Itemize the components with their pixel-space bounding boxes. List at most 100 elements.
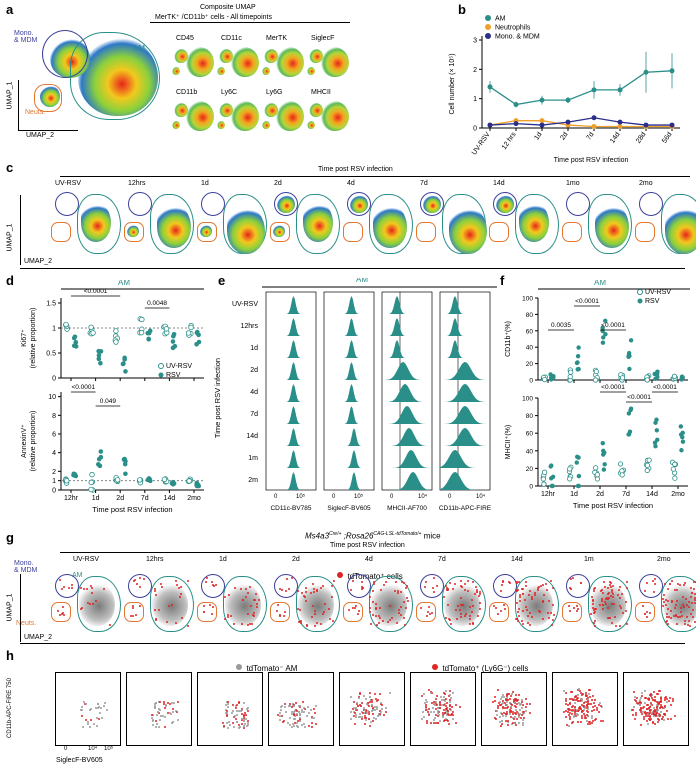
g-tdtomato-point (62, 586, 65, 589)
h-tdtomato-neg-point (236, 709, 239, 712)
h-tdtomato-pos-point (585, 701, 588, 704)
g-density-0 (79, 582, 115, 626)
h-tdtomato-pos-point (648, 697, 651, 700)
h-tdtomato-neg-point (364, 719, 367, 722)
h-tdtomato-pos-point (592, 701, 595, 704)
h-tdtomato-pos-point (447, 710, 450, 713)
g-tdtomato-point (213, 584, 216, 587)
g-tdtomato-point (580, 582, 583, 585)
h-tdtomato-neg-point (98, 711, 101, 714)
g-tdtomato-point (373, 582, 375, 585)
h-tdtomato-neg-point (289, 716, 292, 719)
e-row-label: UV-RSV (232, 301, 258, 308)
g-tdtomato-point (139, 585, 142, 588)
g-gate-mono-6 (493, 574, 517, 598)
h-scatter-5 (410, 672, 476, 746)
b-xtick-label: UV-RSV (471, 131, 492, 157)
g-tdtomato-point (550, 624, 553, 627)
g-tdtomato-point (283, 611, 286, 614)
panel-f-label: f (500, 273, 505, 288)
g-tdtomato-point (297, 589, 299, 592)
g-tdtomato-point (360, 586, 363, 589)
d-point-rsv (122, 461, 128, 467)
h-tdtomato-pos-point (450, 712, 453, 715)
f-point-rsv (601, 452, 606, 457)
g-tdtomato-point (224, 618, 227, 621)
h-tdtomato-pos-point (425, 709, 428, 712)
h-tdtomato-neg-point (158, 709, 161, 712)
b-point-0-7 (669, 68, 675, 74)
f-ytick-label: 100 (522, 396, 533, 403)
h-tdtomato-neg-point (362, 707, 365, 710)
h-tdtomato-neg-point (355, 713, 358, 716)
h-tdtomato-pos-point (592, 719, 595, 722)
h-tdtomato-neg-point (443, 695, 446, 698)
h-tdtomato-pos-point (449, 708, 451, 711)
h-tdtomato-pos-point (591, 722, 594, 725)
h-tdtomato-pos-point (587, 710, 590, 713)
g-tdtomato-point (89, 603, 92, 606)
g-tdtomato-point (518, 580, 521, 583)
g-tdtomato-point (607, 617, 610, 620)
h-tdtomato-pos-point (315, 723, 318, 726)
h-tdtomato-pos-point (247, 720, 250, 723)
h-tdtomato-pos-point (312, 708, 315, 711)
d-point-uv (163, 326, 170, 332)
g-tdtomato-point (602, 604, 605, 607)
g-tdtomato-point (354, 605, 357, 608)
c-gate-neut-6 (489, 222, 509, 242)
h-tdtomato-neg-point (232, 710, 235, 713)
g-tdtomato-point (691, 602, 693, 605)
g-tdtomato-point (283, 614, 286, 617)
h-tdtomato-pos-point (655, 714, 658, 717)
h-tdtomato-neg-point (513, 716, 516, 719)
h-tdtomato-neg-point (87, 722, 90, 725)
c-timepoint-3: 2d (274, 180, 282, 187)
h-tdtomato-neg-point (501, 696, 504, 699)
marker-umap-1 (217, 45, 259, 81)
h-tdtomato-neg-point (293, 711, 296, 714)
h-tdtomato-pos-point (528, 712, 531, 715)
h-tdtomato-pos-point (577, 697, 580, 700)
h-tdtomato-pos-point (426, 719, 429, 722)
h-tdtomato-pos-point (654, 699, 657, 702)
h-tdtomato-neg-point (246, 707, 249, 710)
f-point-rsv (576, 455, 581, 460)
h-tdtomato-pos-point (634, 711, 637, 714)
h-tdtomato-pos-point (518, 694, 521, 697)
g-tdtomato-point (175, 580, 178, 583)
d-point-rsv (120, 361, 126, 367)
h-tdtomato-neg-point (279, 711, 282, 714)
h-tdtomato-pos-point (521, 711, 524, 714)
f-point-rsv (655, 437, 660, 443)
h-tdtomato-pos-point (289, 702, 292, 705)
g-tdtomato-point (253, 611, 256, 614)
h-tdtomato-pos-point (600, 705, 603, 708)
g-tdtomato-point (142, 577, 145, 580)
h-tdtomato-pos-point (158, 712, 161, 715)
f-point-uv (672, 475, 678, 481)
g-tdtomato-point (406, 596, 409, 599)
h-tdtomato-neg-point (496, 713, 499, 716)
g-tdtomato-point (378, 614, 381, 617)
g-tdtomato-point (569, 587, 572, 590)
panel-h-xtick-0: 0 (64, 746, 68, 752)
h-tdtomato-pos-point (444, 693, 447, 696)
h-tdtomato-pos-point (507, 692, 510, 695)
g-tdtomato-point (568, 605, 571, 608)
h-tdtomato-pos-point (244, 714, 247, 717)
b-legend-dot-2 (485, 33, 491, 39)
b-point-2-3 (565, 119, 571, 125)
h-tdtomato-neg-point (506, 704, 509, 707)
g-tdtomato-point (466, 590, 469, 593)
g-tdtomato-point (503, 604, 506, 607)
g-tdtomato-point (211, 583, 214, 586)
c-umap-2 (197, 192, 269, 256)
g-tdtomato-point (374, 603, 377, 606)
g-tdtomato-point (524, 585, 527, 588)
g-tdtomato-point (600, 590, 603, 593)
g-tdtomato-point (468, 622, 471, 625)
g-tdtomato-point (472, 605, 475, 608)
h-tdtomato-pos-point (517, 698, 520, 701)
h-tdtomato-neg-point (567, 724, 570, 727)
